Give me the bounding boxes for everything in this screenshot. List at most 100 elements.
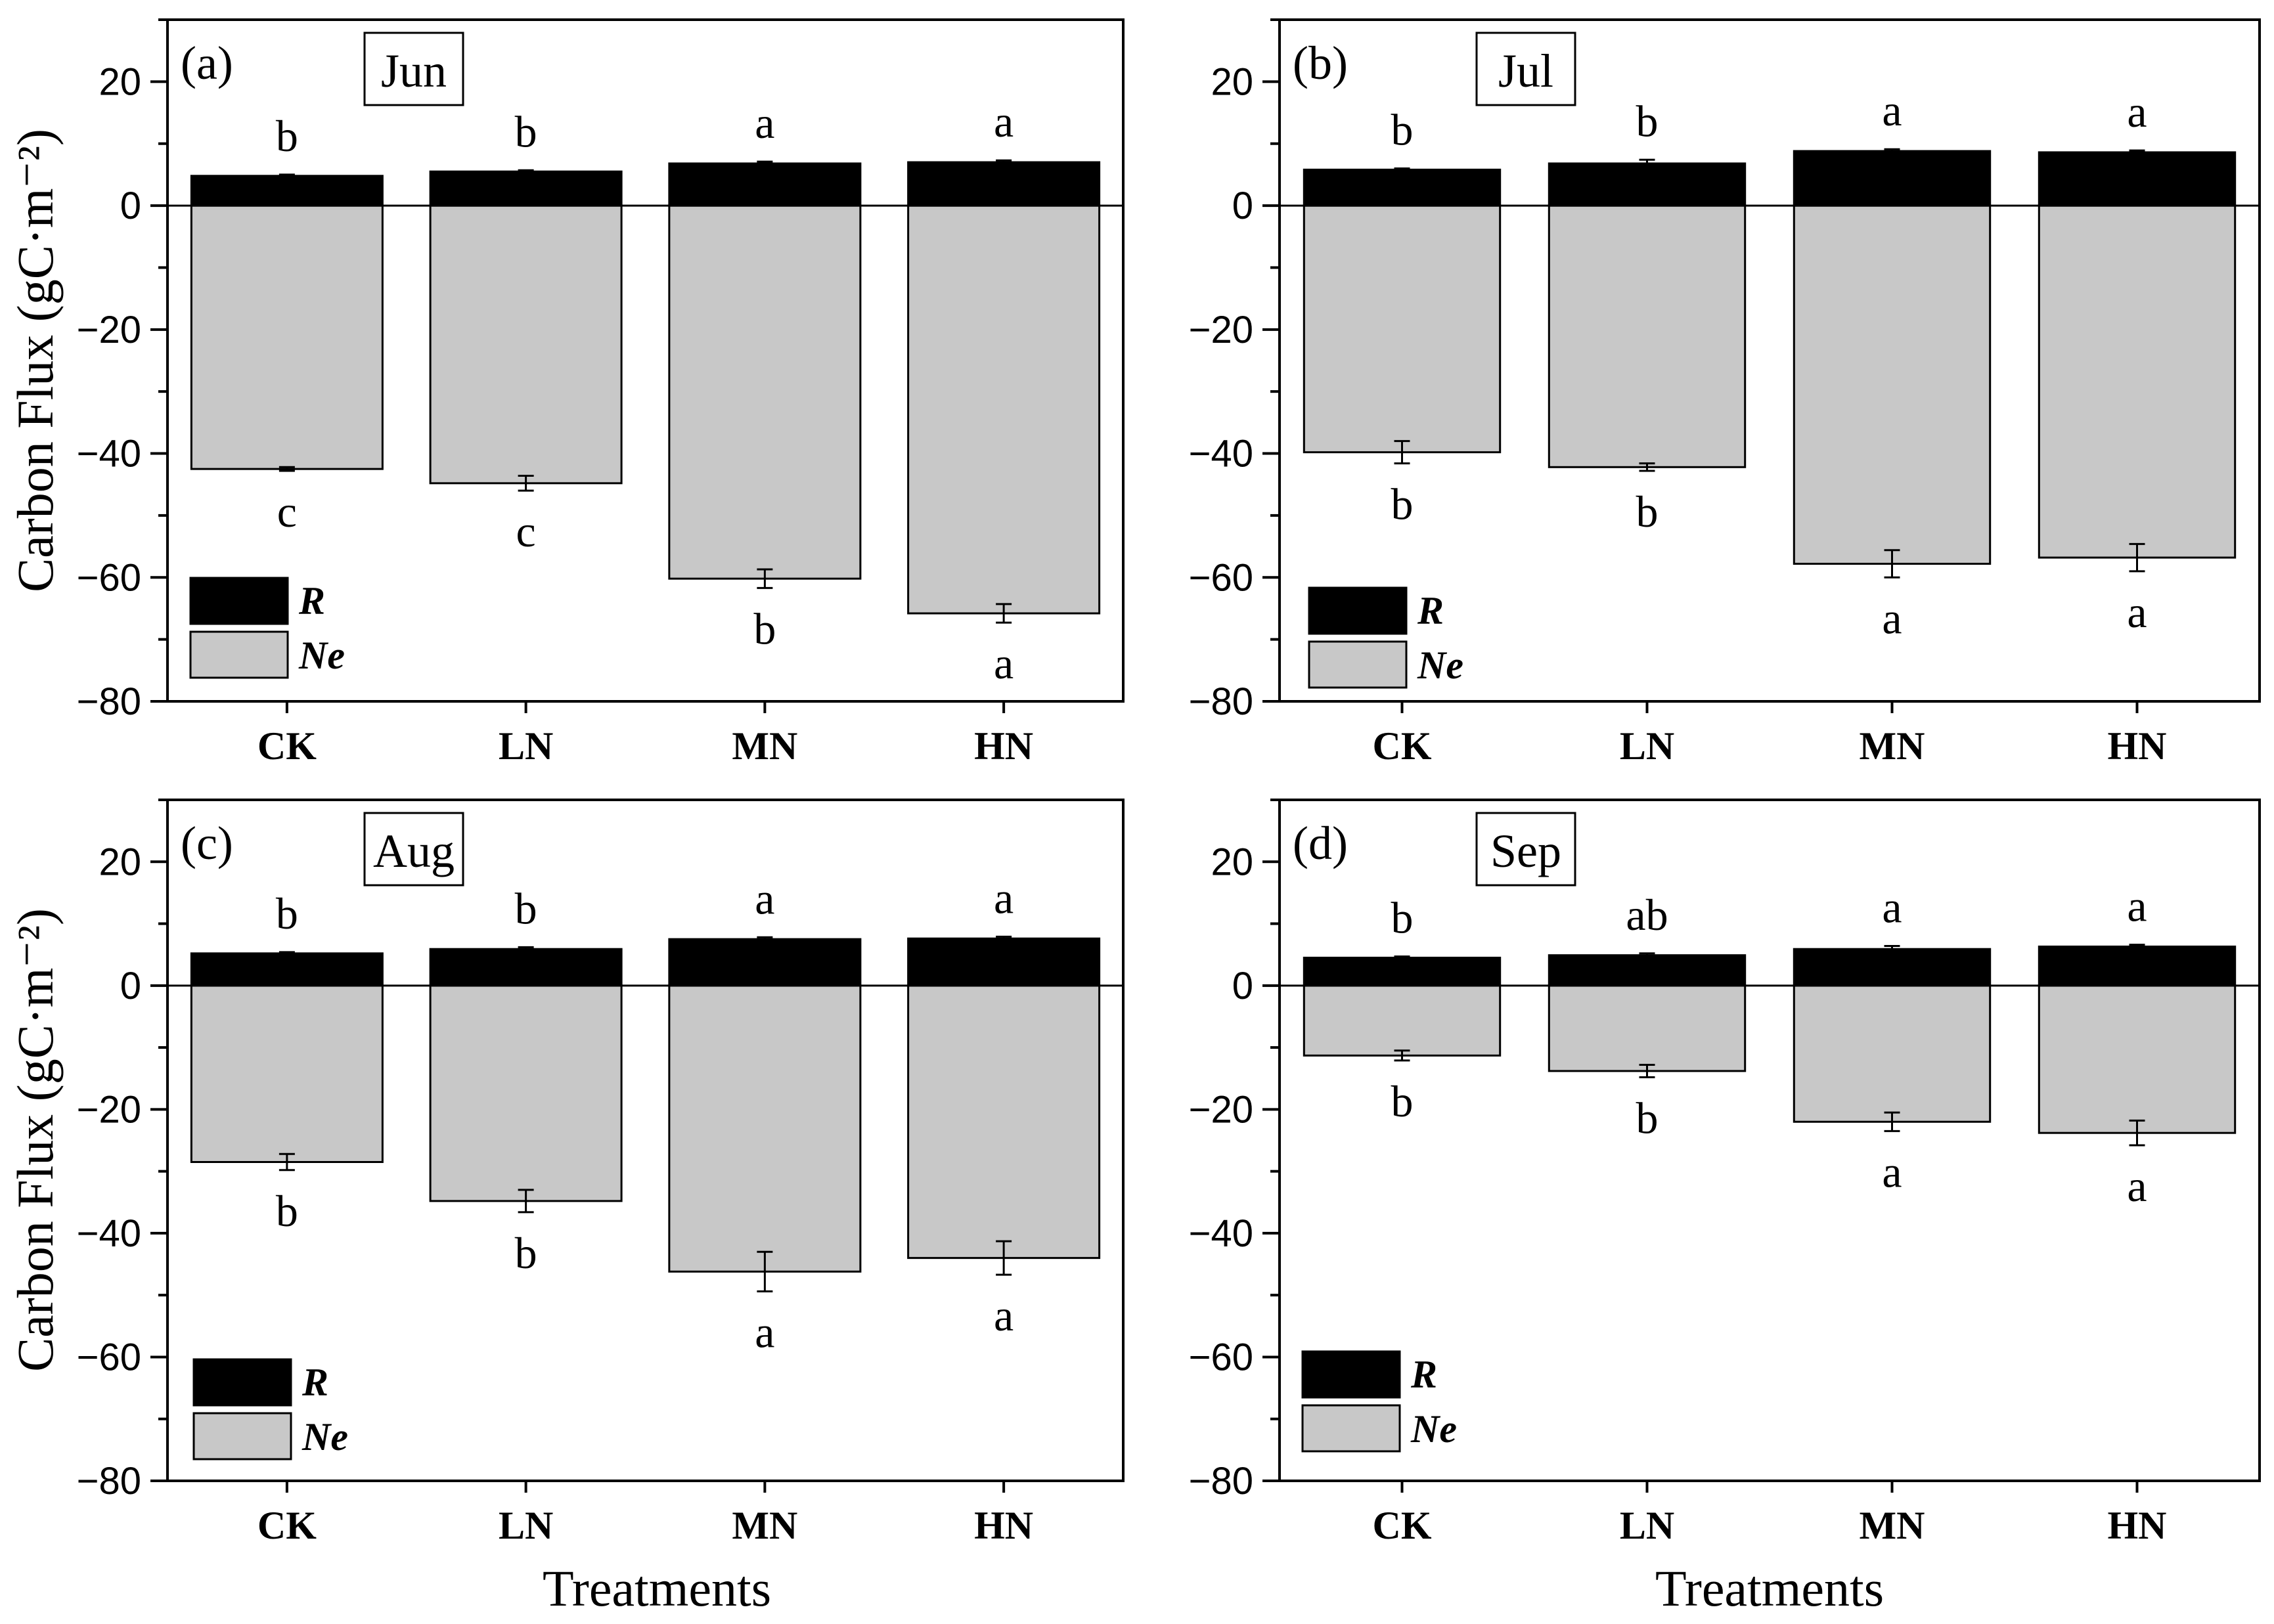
x-tick-label: HN <box>2108 724 2167 768</box>
sig-letter-ne: a <box>755 1307 774 1357</box>
y-tick-label: −60 <box>77 556 141 599</box>
bar-r-mn <box>668 938 862 987</box>
sig-letter-r: b <box>1636 96 1659 146</box>
legend-swatch-ne <box>1308 640 1408 689</box>
sig-letter-r: a <box>1882 85 1902 135</box>
sig-letter-r: a <box>2127 87 2147 137</box>
y-tick-label: 20 <box>99 60 141 103</box>
bar-ne-mn <box>668 204 862 580</box>
legend-label-ne: Ne <box>301 1415 348 1459</box>
sig-letter-r: a <box>994 97 1014 146</box>
sig-letter-ne: a <box>2127 1161 2147 1211</box>
sig-letter-r: ab <box>1626 890 1668 940</box>
legend-label-r: R <box>301 1361 328 1404</box>
bar-ne-ck <box>190 204 384 470</box>
sig-letter-r: b <box>1391 893 1414 943</box>
sig-letter-ne: c <box>516 506 536 556</box>
sig-letter-ne: b <box>276 1186 298 1236</box>
month-box <box>1475 812 1576 887</box>
panel-label: (a) <box>181 37 233 89</box>
y-tick-label: −80 <box>77 680 141 723</box>
bar-ne-ln <box>429 204 623 485</box>
sig-letter-ne: a <box>1882 1147 1902 1196</box>
x-tick-label: CK <box>1373 1504 1432 1547</box>
legend-label-ne: Ne <box>1410 1407 1457 1451</box>
bar-ne-ck <box>190 984 384 1163</box>
sig-letter-r: b <box>276 111 298 161</box>
y-tick-label: −60 <box>77 1336 141 1378</box>
month-box <box>363 812 464 887</box>
bar-r-hn <box>907 161 1101 207</box>
bar-r-hn <box>2038 151 2237 207</box>
sig-letter-ne: a <box>994 1290 1014 1340</box>
bar-r-ln <box>1548 162 1747 207</box>
sig-letter-r: b <box>515 883 537 933</box>
bar-ne-ln <box>1548 984 1747 1072</box>
x-tick-label: LN <box>499 1504 553 1547</box>
bar-ne-hn <box>2038 204 2237 559</box>
bar-r-ln <box>1548 954 1747 987</box>
plot-frame <box>1278 799 2261 1482</box>
legend-label-r: R <box>298 579 325 623</box>
bar-r-ln <box>429 948 623 987</box>
bar-r-hn <box>907 937 1101 987</box>
x-tick-label: LN <box>1620 1504 1674 1547</box>
y-tick-label: 0 <box>120 185 141 227</box>
y-tick-label: −80 <box>77 1460 141 1503</box>
y-tick-label: −40 <box>77 433 141 475</box>
bar-ne-ln <box>1548 204 1747 468</box>
bar-r-ln <box>429 170 623 207</box>
bar-r-ck <box>190 175 384 207</box>
bar-ne-hn <box>907 984 1101 1260</box>
y-tick-label: −20 <box>1189 309 1253 351</box>
bar-ne-ln <box>429 984 623 1202</box>
sig-letter-r: b <box>1391 104 1414 154</box>
bar-r-ck <box>1303 956 1502 987</box>
y-tick-label: −20 <box>1189 1088 1253 1131</box>
panel-label: (b) <box>1293 37 1348 89</box>
sig-letter-ne: b <box>1636 487 1659 537</box>
y-axis-title: Carbon Flux (gC·m⁻²) <box>7 129 64 592</box>
bar-ne-ck <box>1303 204 1502 454</box>
legend-label-r: R <box>1417 589 1444 632</box>
x-axis-title: Treatments <box>1655 1560 1884 1617</box>
sig-letter-ne: a <box>2127 587 2147 637</box>
chart-panel-sep: 20 0 −20 −40 −60 −80 b b CK ab b LN a a MN a a HN (d) Sep RN… <box>1189 799 2261 1547</box>
x-tick-label: LN <box>499 724 553 768</box>
y-tick-label: −60 <box>1189 1336 1253 1378</box>
legend-swatch-r <box>1301 1350 1401 1399</box>
bar-r-mn <box>1793 150 1992 207</box>
bar-r-mn <box>668 162 862 207</box>
legend-swatch-ne <box>192 1412 292 1460</box>
month-label: Sep <box>1490 825 1561 877</box>
y-tick-label: −20 <box>77 1088 141 1131</box>
panel-label: (d) <box>1293 817 1348 869</box>
y-tick-label: 20 <box>1211 841 1253 883</box>
panel-label: (c) <box>181 817 233 869</box>
y-tick-label: −40 <box>77 1212 141 1255</box>
chart-panel-aug: 20 0 −20 −40 −60 −80 b b CK b b LN a a MN a a HN (c) Aug R Ne <box>77 799 1125 1547</box>
y-tick-label: −40 <box>1189 1212 1253 1255</box>
legend-swatch-ne <box>189 630 289 679</box>
bar-ne-ck <box>1303 984 1502 1057</box>
sig-letter-r: a <box>1882 882 1902 932</box>
sig-letter-ne: b <box>1391 479 1414 529</box>
bar-r-ck <box>190 952 384 987</box>
legend-swatch-r <box>192 1358 292 1407</box>
y-tick-label: 20 <box>1211 60 1253 103</box>
bar-ne-hn <box>2038 984 2237 1134</box>
y-tick-label: −40 <box>1189 433 1253 475</box>
bar-ne-hn <box>907 204 1101 615</box>
sig-letter-r: b <box>515 106 537 156</box>
sig-letter-ne: b <box>1391 1076 1414 1126</box>
month-label: Jun <box>381 45 447 97</box>
y-tick-label: −80 <box>1189 1460 1253 1503</box>
sig-letter-r: a <box>994 873 1014 923</box>
sig-letter-r: a <box>755 873 774 923</box>
plot-frame <box>166 799 1125 1482</box>
month-box <box>363 32 464 106</box>
legend-swatch-ne <box>1301 1404 1401 1453</box>
month-box <box>1475 32 1576 106</box>
x-tick-label: MN <box>732 1504 797 1547</box>
bar-r-mn <box>1793 948 1992 987</box>
